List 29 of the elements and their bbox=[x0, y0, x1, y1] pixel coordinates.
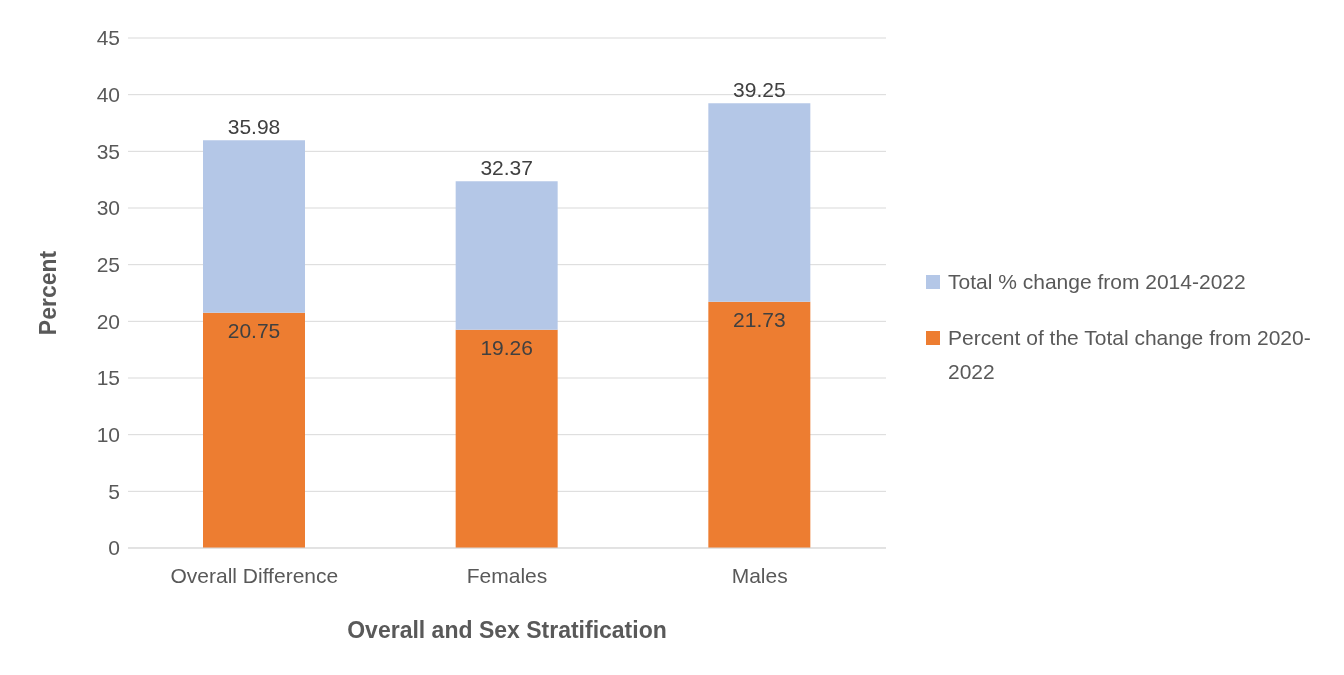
data-label: 19.26 bbox=[480, 335, 533, 359]
y-tick-label: 20 bbox=[96, 309, 120, 333]
legend-label: Percent of the Total change from 2020-2022 bbox=[948, 325, 1312, 385]
bar bbox=[455, 329, 558, 548]
total-label: 32.37 bbox=[480, 156, 533, 180]
bar bbox=[708, 301, 811, 548]
bar bbox=[203, 140, 305, 313]
y-tick-label: 25 bbox=[96, 253, 120, 277]
y-tick-label: 35 bbox=[96, 139, 120, 163]
bar bbox=[708, 103, 811, 302]
y-axis-title: Percent bbox=[35, 250, 62, 336]
x-tick-label: Overall Difference bbox=[170, 563, 339, 587]
y-tick-label: 15 bbox=[96, 366, 120, 390]
legend-label: Total % change from 2014-2022 bbox=[948, 269, 1246, 295]
total-label: 35.98 bbox=[227, 115, 281, 139]
y-tick-label: 10 bbox=[96, 423, 120, 447]
data-label: 20.75 bbox=[227, 318, 281, 342]
x-tick-label: Females bbox=[466, 563, 548, 587]
bar bbox=[455, 181, 558, 330]
total-label: 39.25 bbox=[733, 78, 786, 102]
y-tick-label: 30 bbox=[96, 196, 120, 220]
y-tick-label: 45 bbox=[96, 26, 120, 50]
data-label: 21.73 bbox=[733, 307, 786, 331]
bar bbox=[203, 312, 305, 548]
y-tick-label: 40 bbox=[96, 83, 120, 107]
y-tick-label: 0 bbox=[108, 536, 120, 560]
y-tick-label: 5 bbox=[108, 479, 120, 503]
x-axis-title: Overall and Sex Stratification bbox=[347, 617, 667, 643]
x-tick-label: Males bbox=[731, 563, 788, 587]
